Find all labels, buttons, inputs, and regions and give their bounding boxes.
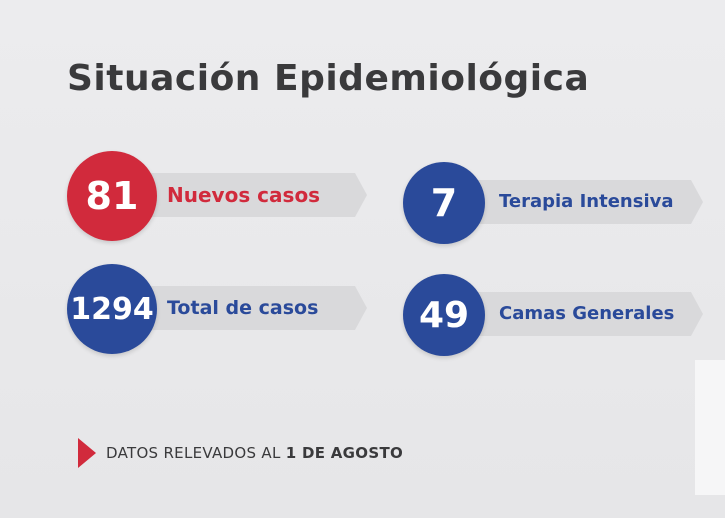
stat-band <box>445 180 703 224</box>
new-cases-label: Nuevos casos <box>167 183 321 207</box>
general-beds-label: Camas Generales <box>499 303 675 324</box>
edge-panel <box>695 360 725 495</box>
stat-value-circle: 81 <box>67 151 157 241</box>
stat-band <box>445 292 703 336</box>
footer-text: DATOS RELEVADOS AL 1 DE AGOSTO <box>106 444 403 462</box>
intensive-care-label: Terapia Intensiva <box>499 191 674 212</box>
triangle-right-icon <box>78 438 96 468</box>
stat-general-beds: 49 Camas Generales <box>403 270 703 360</box>
stat-intensive-care: 7 Terapia Intensiva <box>403 158 703 248</box>
page-title: Situación Epidemiológica <box>67 58 590 99</box>
footer-prefix: DATOS RELEVADOS AL <box>106 444 286 462</box>
intensive-care-value: 7 <box>430 181 458 225</box>
stat-value-circle: 7 <box>403 162 485 244</box>
total-cases-label: Total de casos <box>167 297 319 319</box>
stat-total-cases: 1294 Total de casos <box>67 264 367 354</box>
footer-date: 1 DE AGOSTO <box>285 444 404 462</box>
stat-value-circle: 1294 <box>67 264 157 354</box>
total-cases-value: 1294 <box>70 291 154 327</box>
stat-new-cases: 81 Nuevos casos <box>67 151 367 241</box>
general-beds-value: 49 <box>418 294 470 336</box>
data-date-note: DATOS RELEVADOS AL 1 DE AGOSTO <box>78 438 403 468</box>
stat-value-circle: 49 <box>403 274 485 356</box>
new-cases-value: 81 <box>85 174 139 218</box>
